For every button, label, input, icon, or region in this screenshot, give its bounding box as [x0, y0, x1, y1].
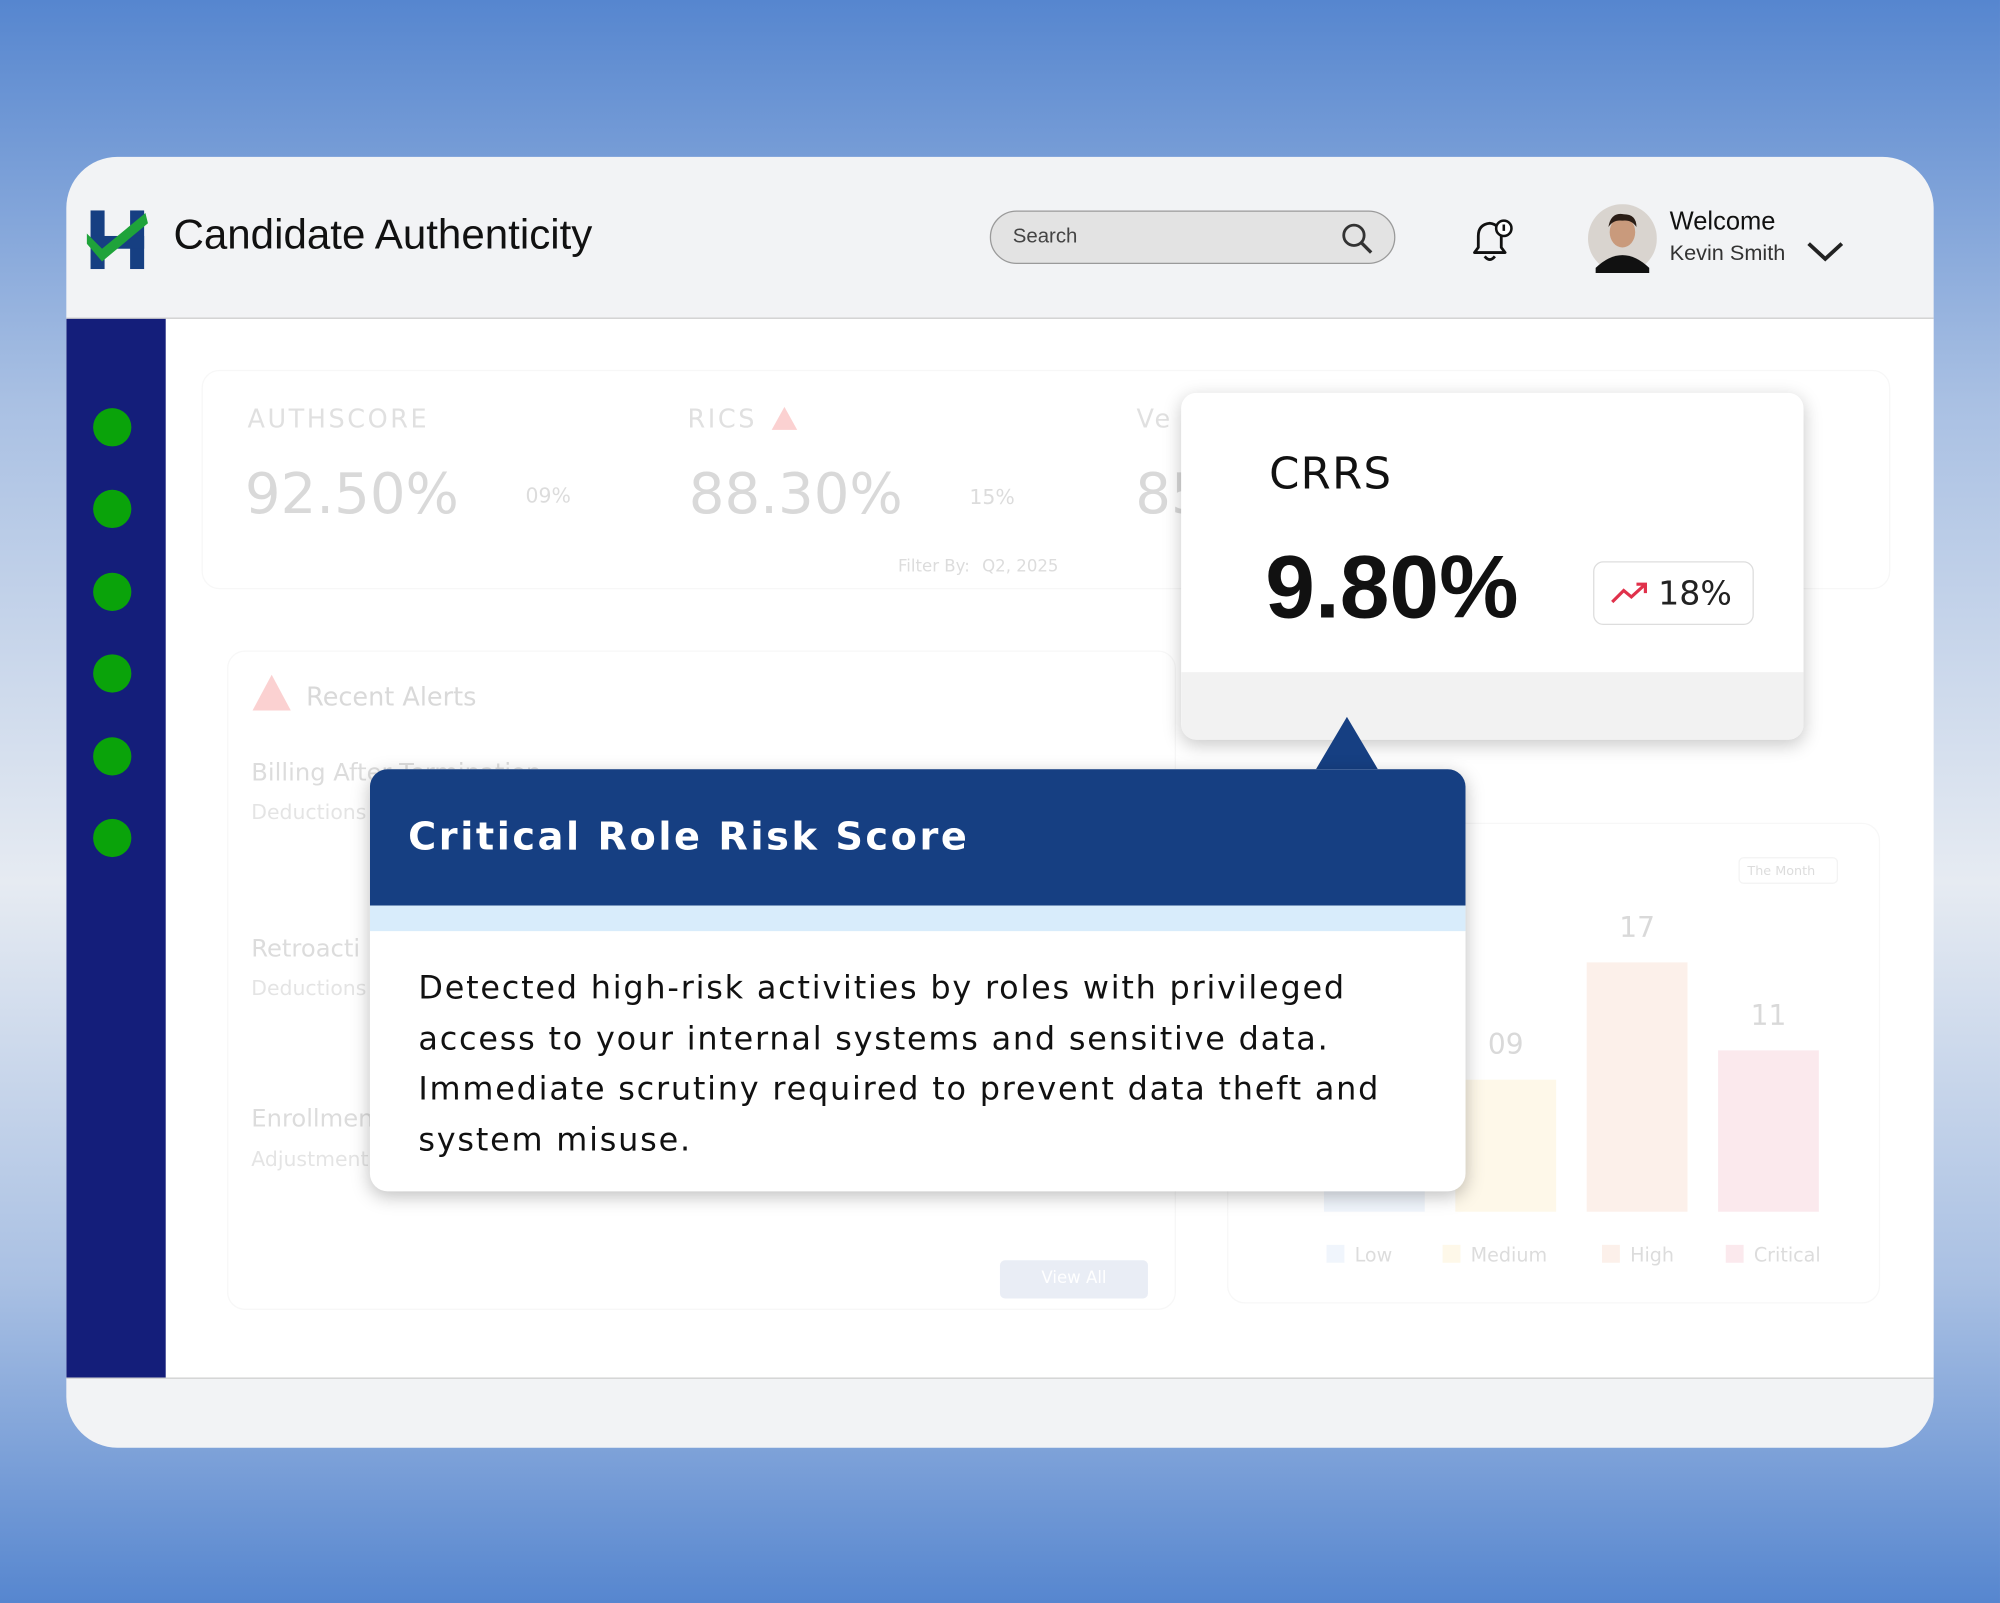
legend-label: Medium — [1471, 1243, 1547, 1266]
card-footer — [1181, 672, 1804, 740]
bar-value-label: 17 — [1619, 911, 1655, 944]
search-icon — [1342, 223, 1373, 254]
user-menu-chevron[interactable] — [1806, 239, 1844, 265]
filter-label: Filter By: — [897, 557, 970, 577]
bar — [1718, 1050, 1819, 1212]
tooltip-pointer — [1313, 716, 1381, 773]
crrs-card: CRRS 9.80% 18% — [1181, 392, 1804, 740]
alert-subtitle: Deductions — [251, 975, 367, 1000]
alert-subtitle: Deductions — [251, 799, 367, 824]
header-divider — [66, 317, 1934, 319]
warning-icon — [771, 406, 798, 430]
tooltip-strip — [369, 905, 1466, 932]
kpi-change: 09% — [525, 483, 571, 508]
alert-title[interactable]: Retroacti — [251, 934, 361, 964]
alerts-title: Recent Alerts — [306, 681, 477, 712]
bar — [1455, 1079, 1557, 1212]
chart-filter[interactable]: The Month — [1738, 857, 1838, 884]
alert-icon — [252, 674, 291, 711]
legend-swatch — [1602, 1244, 1620, 1263]
alert-subtitle: Adjustment — [251, 1146, 369, 1171]
crrs-change: 18% — [1658, 575, 1732, 614]
user-name: Kevin Smith — [1669, 241, 1786, 266]
kpi-label: AUTHSCORE — [247, 403, 430, 434]
sidebar — [66, 318, 166, 1378]
legend-label: Low — [1355, 1243, 1393, 1266]
welcome-label: Welcome — [1669, 207, 1776, 236]
view-all-button[interactable]: View All — [999, 1260, 1148, 1299]
app-title: Candidate Authenticity — [173, 210, 593, 258]
crrs-value: 9.80% — [1265, 536, 1519, 637]
nav-dot[interactable] — [93, 489, 132, 529]
kpi-label: RICS — [687, 403, 757, 434]
search-placeholder: Search — [1012, 225, 1078, 248]
nav-dot[interactable] — [93, 408, 132, 447]
crrs-label: CRRS — [1269, 448, 1393, 500]
notification-bell[interactable] — [1464, 213, 1518, 267]
change-badge: 18% — [1593, 561, 1754, 625]
bar-value-label: 11 — [1751, 999, 1787, 1032]
search-box[interactable]: Search — [989, 210, 1396, 265]
bar — [1586, 962, 1688, 1212]
tooltip: Critical Role Risk Score Detected high-r… — [369, 769, 1466, 1192]
bar-value-label: 09 — [1488, 1028, 1524, 1061]
footer-divider — [66, 1377, 1934, 1379]
user-avatar[interactable] — [1587, 204, 1657, 273]
nav-dot[interactable] — [93, 572, 132, 611]
filter-value[interactable]: Q2, 2025 — [982, 557, 1059, 577]
kpi-value: 92.50% — [244, 461, 459, 527]
kpi-value: 88.30% — [688, 461, 903, 527]
legend-swatch — [1725, 1244, 1744, 1263]
legend-label: Critical — [1754, 1243, 1821, 1266]
tooltip-text: Detected high-risk activities by roles w… — [418, 969, 1381, 1158]
nav-dot[interactable] — [93, 654, 132, 693]
nav-dot[interactable] — [93, 737, 132, 776]
tooltip-title: Critical Role Risk Score — [408, 815, 970, 860]
legend-label: High — [1630, 1243, 1674, 1266]
tooltip-header — [369, 769, 1466, 906]
legend-swatch — [1326, 1244, 1345, 1263]
trend-icon — [1611, 582, 1647, 604]
kpi-label: Ve — [1136, 403, 1173, 434]
alert-title[interactable]: Enrollmen — [251, 1104, 374, 1133]
nav-dot[interactable] — [93, 818, 132, 858]
legend-swatch — [1442, 1244, 1461, 1263]
logo — [86, 210, 148, 270]
kpi-change: 15% — [969, 484, 1015, 509]
